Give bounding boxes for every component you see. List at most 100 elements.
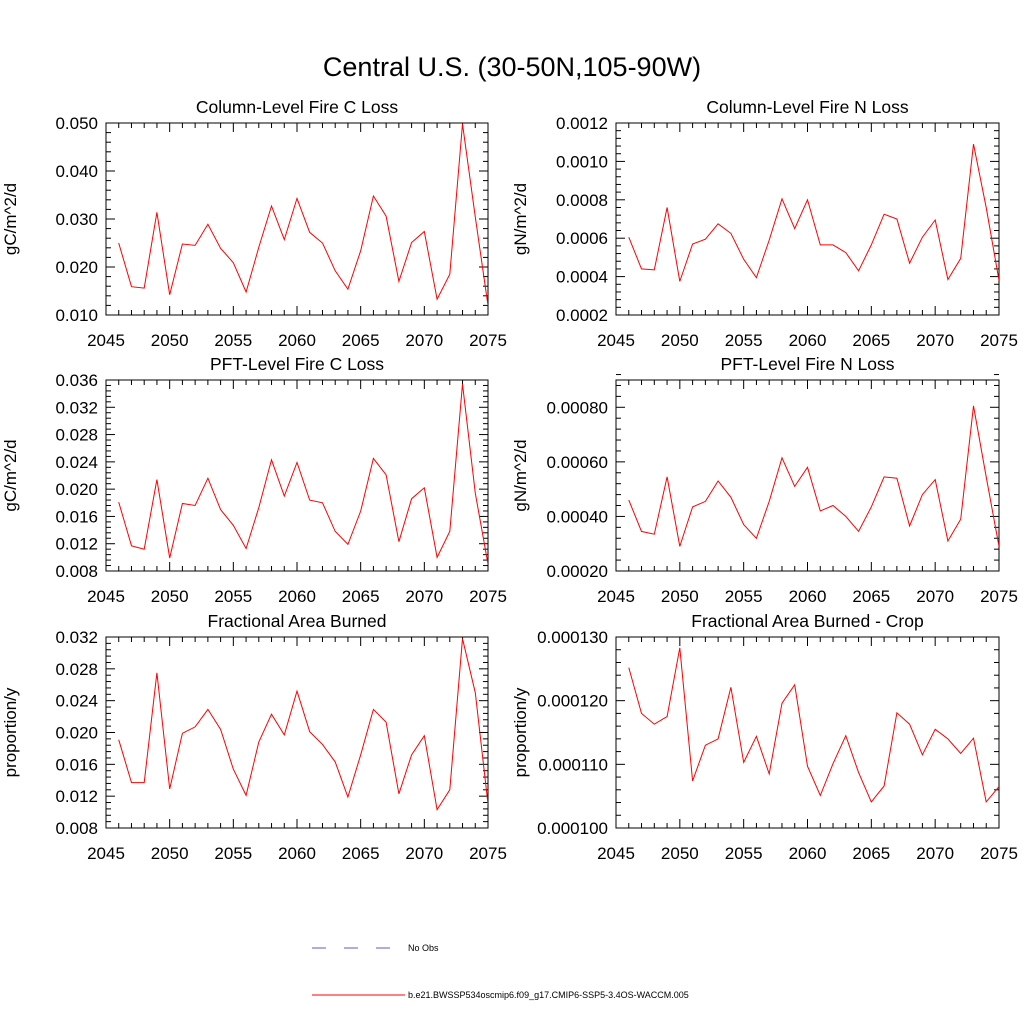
y-axis-label: proportion/y <box>1 687 20 777</box>
y-tick-label: 0.0012 <box>556 114 608 133</box>
x-tick-label: 2070 <box>405 587 443 606</box>
x-tick-label: 2055 <box>214 587 252 606</box>
y-tick-label: 0.016 <box>55 507 98 526</box>
panel-title: Fractional Area Burned - Crop <box>691 611 923 631</box>
panel-title: Column-Level Fire C Loss <box>196 97 399 117</box>
y-tick-label: 0.0004 <box>556 268 608 287</box>
legend: No Obs b.e21.BWSSP534oscmip6.f09_g17.CMI… <box>312 943 689 1000</box>
x-tick-label: 2070 <box>405 844 443 863</box>
panel-column-level-fire-c-loss: 2045 2050 2055 2060 2065 2070 2075 0.010 0.020 0.… <box>1 97 507 350</box>
y-tick-label: 0.012 <box>55 535 98 554</box>
y-tick-label: 0.010 <box>55 306 98 325</box>
y-tick-label: 0.032 <box>55 628 98 647</box>
x-tick-label: 2075 <box>980 587 1018 606</box>
y-tick-label: 0.00060 <box>547 453 608 472</box>
plot-frame <box>615 122 1000 316</box>
plot-frame <box>105 379 489 572</box>
x-tick-label: 2045 <box>597 844 635 863</box>
x-tick-label: 2065 <box>342 844 380 863</box>
x-tick-label: 2050 <box>661 587 699 606</box>
x-tick-label: 2065 <box>342 331 380 350</box>
x-tick-label: 2060 <box>278 331 316 350</box>
y-axis-label: gC/m^2/d <box>1 439 20 511</box>
y-tick-label: 0.032 <box>55 398 98 417</box>
y-tick-label: 0.020 <box>55 724 98 743</box>
plot-frame <box>615 379 1000 572</box>
y-tick-label: 0.000130 <box>537 628 608 647</box>
x-tick-label: 2065 <box>342 587 380 606</box>
x-tick-label: 2070 <box>916 331 954 350</box>
y-tick-label: 0.000100 <box>537 819 608 838</box>
x-tick-label: 2060 <box>278 844 316 863</box>
y-axis-label: gC/m^2/d <box>1 183 20 255</box>
x-tick-label: 2060 <box>789 844 827 863</box>
y-tick-label: 0.000120 <box>537 692 608 711</box>
y-tick-label: 0.0008 <box>556 191 608 210</box>
legend-label-no-obs: No Obs <box>408 943 439 953</box>
x-tick-label: 2065 <box>852 844 890 863</box>
x-tick-label: 2075 <box>469 331 507 350</box>
y-tick-label: 0.020 <box>55 480 98 499</box>
y-tick-label: 0.00020 <box>547 562 608 581</box>
y-tick-label: 0.016 <box>55 755 98 774</box>
x-tick-label: 2045 <box>87 587 125 606</box>
plot-frame <box>105 122 489 316</box>
x-tick-label: 2075 <box>980 844 1018 863</box>
x-tick-label: 2045 <box>87 331 125 350</box>
y-tick-label: 0.008 <box>55 819 98 838</box>
x-tick-label: 2045 <box>597 587 635 606</box>
legend-label-model: b.e21.BWSSP534oscmip6.f09_g17.CMIP6-SSP5… <box>408 990 689 1000</box>
y-tick-label: 0.024 <box>55 692 98 711</box>
x-tick-label: 2055 <box>725 844 763 863</box>
panel-title: PFT-Level Fire C Loss <box>210 354 384 374</box>
panel-column-level-fire-n-loss: 2045 2050 2055 2060 2065 2070 2075 0.0002 0.0004… <box>511 97 1018 350</box>
y-tick-label: 0.036 <box>55 371 98 390</box>
y-tick-label: 0.040 <box>55 162 98 181</box>
x-tick-label: 2075 <box>980 331 1018 350</box>
y-tick-label: 0.030 <box>55 210 98 229</box>
series-line <box>118 638 488 812</box>
x-tick-label: 2060 <box>789 331 827 350</box>
panel-pft-level-fire-c-loss: 2045 2050 2055 2060 2065 2070 2075 0.008 0.012 0.… <box>1 354 507 606</box>
chart-panels: 2045 2050 2055 2060 2065 2070 2075 0.010 0.020 0.… <box>1 97 1018 863</box>
x-tick-label: 2075 <box>469 844 507 863</box>
y-tick-label: 0.0006 <box>556 229 608 248</box>
x-tick-label: 2070 <box>916 844 954 863</box>
series-line <box>118 123 488 306</box>
x-tick-label: 2055 <box>725 587 763 606</box>
y-axis-label: gN/m^2/d <box>511 183 530 255</box>
x-tick-label: 2065 <box>852 587 890 606</box>
y-tick-label: 0.028 <box>55 660 98 679</box>
x-tick-label: 2065 <box>852 331 890 350</box>
x-tick-label: 2055 <box>725 331 763 350</box>
y-tick-label: 0.00040 <box>547 507 608 526</box>
x-tick-label: 2070 <box>405 331 443 350</box>
y-tick-label: 0.00080 <box>547 398 608 417</box>
figure-title: Central U.S. (30-50N,105-90W) <box>323 52 701 82</box>
x-tick-label: 2055 <box>214 331 252 350</box>
panel-title: Column-Level Fire N Loss <box>706 97 909 117</box>
x-tick-label: 2055 <box>214 844 252 863</box>
y-axis-label: gN/m^2/d <box>511 439 530 511</box>
series-line <box>628 647 999 804</box>
y-tick-label: 0.024 <box>55 453 98 472</box>
panel-fractional-area-burned-crop: 2045 2050 2055 2060 2065 2070 2075 0.000100 0.00… <box>511 611 1018 863</box>
x-tick-label: 2075 <box>469 587 507 606</box>
x-tick-label: 2045 <box>597 331 635 350</box>
y-tick-label: 0.0002 <box>556 306 608 325</box>
series-line <box>628 144 999 282</box>
y-tick-label: 0.028 <box>55 426 98 445</box>
y-axis-label: proportion/y <box>511 687 530 777</box>
plot-frame <box>615 636 1000 829</box>
y-tick-label: 0.020 <box>55 258 98 277</box>
x-tick-label: 2060 <box>278 587 316 606</box>
y-tick-label: 0.050 <box>55 114 98 133</box>
panel-title: PFT-Level Fire N Loss <box>720 354 894 374</box>
y-tick-label: 0.008 <box>55 562 98 581</box>
y-tick-label: 0.012 <box>55 787 98 806</box>
x-tick-label: 2045 <box>87 844 125 863</box>
y-tick-label: 0.0010 <box>556 152 608 171</box>
panel-title: Fractional Area Burned <box>208 611 387 631</box>
x-tick-label: 2050 <box>151 331 189 350</box>
